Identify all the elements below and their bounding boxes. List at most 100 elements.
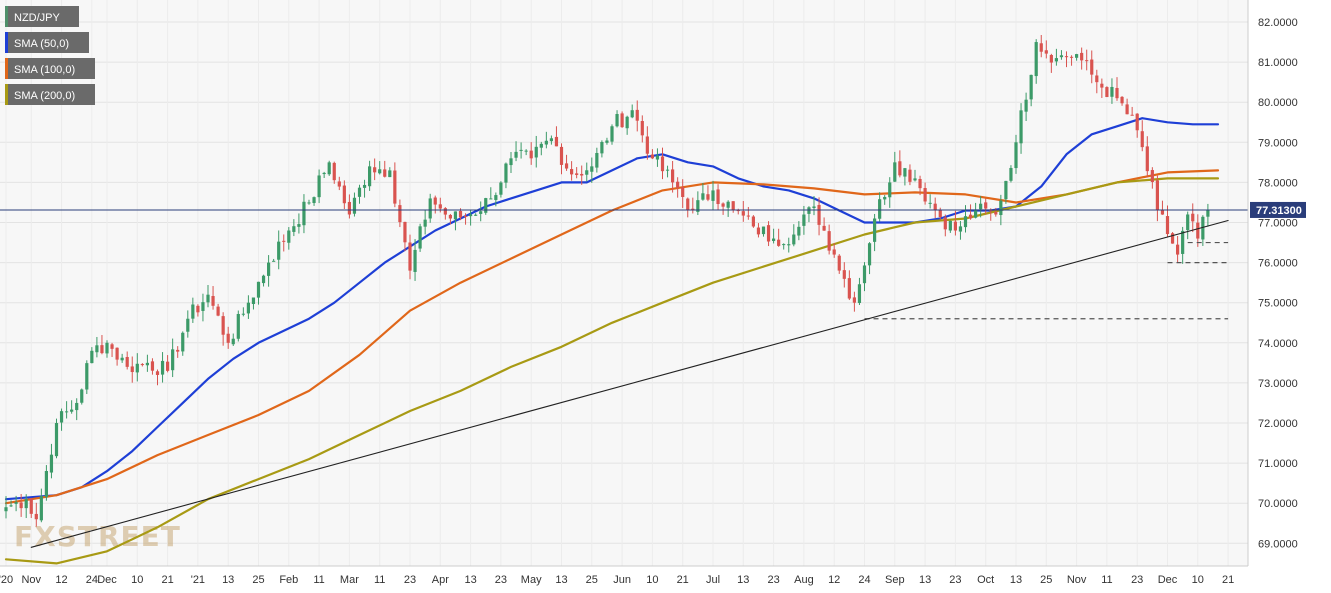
candle <box>620 111 624 128</box>
candle <box>145 354 149 372</box>
candle <box>368 160 372 191</box>
candle <box>388 167 392 178</box>
candle <box>539 141 543 156</box>
candle <box>1059 50 1064 60</box>
y-tick-label: 82.0000 <box>1258 17 1298 29</box>
y-tick-label: 75.0000 <box>1258 298 1298 310</box>
candle <box>85 360 89 395</box>
x-tick-label: Jun <box>613 574 631 586</box>
candle <box>130 356 134 383</box>
candle <box>918 175 922 196</box>
candle <box>14 495 18 512</box>
candle <box>701 182 705 201</box>
legend-item[interactable]: SMA (100,0) <box>5 58 95 79</box>
candle <box>90 347 94 364</box>
legend-swatch <box>5 58 8 79</box>
watermark: FXSTREET <box>14 520 181 553</box>
legend-swatch <box>5 32 8 53</box>
legend-item[interactable]: SMA (50,0) <box>5 32 89 53</box>
legend-item[interactable]: NZD/JPY <box>5 6 79 27</box>
candle <box>448 213 452 225</box>
candle <box>287 227 291 250</box>
candle <box>443 207 447 220</box>
x-tick-label: 11 <box>1101 574 1112 586</box>
x-tick-label: 12 <box>55 574 67 586</box>
candle <box>615 110 619 128</box>
candle <box>469 210 473 226</box>
candle <box>267 255 271 287</box>
x-tick-label: Oct <box>977 574 994 586</box>
candle <box>726 200 730 217</box>
candle <box>1110 78 1114 104</box>
candle <box>600 140 604 158</box>
candle <box>554 126 559 147</box>
candle <box>671 160 675 193</box>
candle <box>166 355 170 373</box>
candle <box>489 187 493 200</box>
candle <box>878 192 882 222</box>
candle <box>913 169 917 182</box>
x-tick-label: Dec <box>1158 574 1178 586</box>
x-tick-label: Jul <box>706 574 720 586</box>
plot-area[interactable] <box>0 0 1248 566</box>
trendline-line <box>30 219 1229 548</box>
candle <box>1019 103 1023 154</box>
candle <box>428 193 432 223</box>
candle <box>984 198 988 215</box>
candle <box>650 149 654 160</box>
candle <box>186 310 190 338</box>
x-tick-label: 13 <box>222 574 234 586</box>
candle <box>1090 50 1094 84</box>
candle <box>54 418 59 459</box>
candle <box>140 363 144 367</box>
candle <box>211 286 215 310</box>
candle <box>80 388 84 405</box>
candle <box>332 161 336 184</box>
candle <box>610 124 614 145</box>
candle <box>433 195 437 214</box>
x-tick-label: 13 <box>464 574 476 586</box>
candle <box>585 162 589 182</box>
x-tick-label: 13 <box>1010 574 1022 586</box>
candle <box>282 234 286 252</box>
candle <box>302 194 306 234</box>
candle <box>1206 203 1210 227</box>
candle <box>807 206 811 223</box>
candle <box>544 131 548 149</box>
x-tick-label: 13 <box>919 574 931 586</box>
candle <box>261 274 266 287</box>
candle <box>605 137 609 145</box>
candle <box>1069 55 1074 66</box>
candle <box>681 179 685 208</box>
candle <box>943 214 947 237</box>
x-tick-label: 23 <box>404 574 416 586</box>
y-tick-label: 73.0000 <box>1258 378 1298 390</box>
x-tick-label: 25 <box>1040 574 1052 586</box>
candle <box>272 258 276 262</box>
x-tick-label: 10 <box>131 574 143 586</box>
x-tick-label: '21 <box>191 574 205 586</box>
candle <box>625 115 629 135</box>
candle <box>847 270 851 301</box>
candle <box>1064 51 1069 68</box>
x-tick-label: Sep <box>885 574 905 586</box>
candle <box>852 291 856 312</box>
x-tick-label: 23 <box>767 574 779 586</box>
candle <box>418 223 422 252</box>
x-tick-label: 24 <box>86 574 98 586</box>
x-tick-label: 13 <box>555 574 567 586</box>
candle <box>766 221 771 247</box>
candle <box>1150 167 1154 189</box>
candle <box>1140 120 1144 152</box>
legend-item[interactable]: SMA (200,0) <box>5 84 95 105</box>
candle <box>362 179 367 198</box>
legend-label: SMA (200,0) <box>14 90 75 102</box>
candle <box>782 243 786 250</box>
candle <box>357 184 362 204</box>
candle <box>822 217 826 231</box>
candle <box>1115 77 1119 101</box>
x-tick-label: Aug <box>794 574 814 586</box>
candle <box>787 237 791 253</box>
candle <box>731 201 735 213</box>
